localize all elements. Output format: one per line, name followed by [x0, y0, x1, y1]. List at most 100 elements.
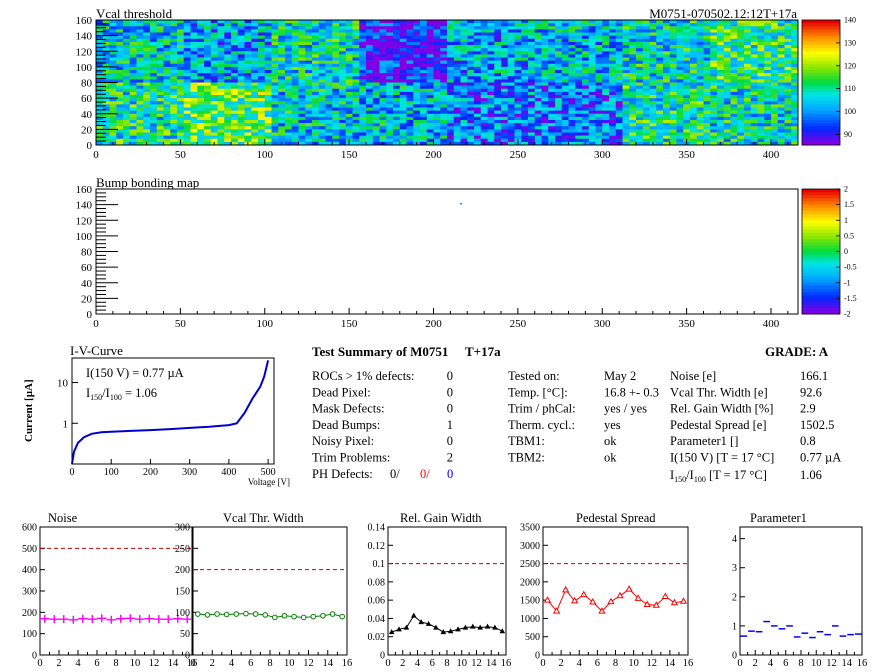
map2-title: Bump bonding map: [96, 175, 199, 190]
map1-cell: [602, 126, 610, 130]
map1-cell: [480, 51, 488, 55]
map1-cell: [474, 116, 482, 121]
map1-cell: [582, 116, 590, 121]
map1-cell: [102, 82, 110, 86]
palette-step: [802, 116, 840, 121]
map1-cell: [258, 138, 266, 143]
map1-cell: [669, 132, 677, 136]
map1-cell: [771, 126, 779, 130]
map1-cell: [291, 110, 299, 115]
map1-cell: [197, 57, 205, 61]
map1-cell: [656, 132, 664, 136]
map1-cell: [588, 57, 596, 61]
map1-cell: [399, 138, 407, 143]
palette-step: [802, 120, 840, 124]
map1-cell: [764, 57, 772, 61]
map1-cell: [696, 66, 704, 71]
map1-cell: [258, 26, 266, 30]
palette-step: [802, 82, 840, 87]
map1-cell: [730, 107, 738, 111]
map1-cell: [622, 132, 630, 136]
data-point: [484, 623, 491, 629]
map1-cell: [197, 138, 205, 143]
map1-cell: [150, 116, 158, 121]
map1-cell: [386, 85, 394, 90]
map1-cell: [264, 116, 272, 121]
map1-cell: [258, 38, 266, 43]
map1-cell: [116, 41, 124, 46]
map1-cell: [170, 132, 178, 136]
map1-cell: [136, 101, 144, 105]
map1-cell: [366, 63, 374, 68]
map1-cell: [656, 60, 664, 65]
map1-cell: [237, 79, 245, 83]
map1-cell: [204, 57, 212, 61]
map1-cell: [366, 60, 374, 65]
y-tick-label: 0.1: [373, 559, 386, 570]
map1-cell: [278, 48, 286, 52]
map1-cell: [791, 60, 799, 65]
map1-cell: [332, 38, 340, 43]
map1-cell: [777, 29, 785, 33]
map1-cell: [399, 88, 407, 93]
map1-cell: [217, 113, 225, 118]
map1-cell: [440, 82, 448, 86]
map1-cell: [116, 141, 124, 146]
map1-cell: [730, 57, 738, 61]
map1-cell: [204, 26, 212, 30]
map1-cell: [298, 35, 306, 40]
map1-cell: [683, 129, 691, 133]
map1-cell: [669, 91, 677, 96]
map1-cell: [170, 110, 178, 115]
map1-cell: [426, 66, 434, 71]
map1-cell: [507, 110, 515, 115]
map1-cell: [663, 85, 671, 90]
map1-cell: [339, 107, 347, 111]
map1-cell: [197, 41, 205, 46]
map1-cell: [730, 63, 738, 68]
map1-cell: [433, 73, 441, 77]
map1-cell: [372, 60, 380, 65]
map1-cell: [575, 132, 583, 136]
palette-step: [802, 289, 840, 293]
map1-cell: [480, 38, 488, 43]
map1-cell: [494, 23, 502, 27]
map1-cell: [602, 26, 610, 30]
map1-cell: [784, 48, 792, 52]
map1-cell: [278, 70, 286, 74]
map1-cell: [595, 95, 603, 99]
map1-cell: [474, 79, 482, 83]
map1-cell: [143, 48, 151, 52]
map1-cell: [197, 79, 205, 83]
map1-cell: [723, 129, 731, 133]
map1-cell: [217, 26, 225, 30]
map1-cell: [622, 104, 630, 108]
map1-cell: [285, 135, 293, 140]
map1-cell: [507, 126, 515, 130]
map1-cell: [325, 48, 333, 52]
map1-cell: [291, 101, 299, 105]
map1-cell: [359, 48, 367, 52]
map1-cell: [487, 63, 495, 68]
palette-step: [802, 132, 840, 137]
map1-cell: [109, 29, 117, 33]
map1-cell: [352, 82, 360, 86]
map1-cell: [717, 95, 725, 99]
map1-cell: [548, 135, 556, 140]
map1-cell: [386, 141, 394, 146]
palette-step: [802, 295, 840, 299]
map1-cell: [285, 29, 293, 33]
map1-cell: [514, 120, 522, 124]
map1-cell: [237, 116, 245, 121]
x-tick-label: 300: [594, 318, 611, 330]
data-point: [223, 611, 230, 618]
map1-cell: [379, 45, 387, 49]
map1-cell: [345, 79, 353, 83]
map1-cell: [528, 20, 536, 24]
map1-cell: [791, 113, 799, 118]
map1-cell: [771, 73, 779, 77]
map1-cell: [480, 73, 488, 77]
map1-cell: [447, 73, 455, 77]
map1-cell: [123, 116, 131, 121]
map1-cell: [271, 23, 279, 27]
